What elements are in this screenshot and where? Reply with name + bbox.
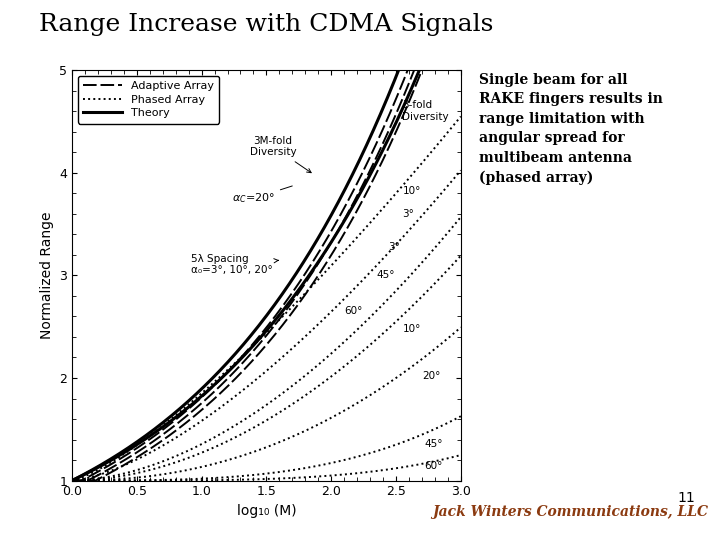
Text: 45°: 45° (377, 271, 395, 280)
Text: 3-fold
Diversity: 3-fold Diversity (402, 100, 449, 122)
X-axis label: log₁₀ (M): log₁₀ (M) (237, 504, 296, 518)
Text: 3M-fold
Diversity: 3M-fold Diversity (250, 136, 311, 173)
Text: $\alpha_C$=20°: $\alpha_C$=20° (232, 186, 292, 205)
Text: 45°: 45° (425, 438, 443, 449)
Text: 60°: 60° (425, 461, 443, 471)
Text: Range Increase with CDMA Signals: Range Increase with CDMA Signals (39, 14, 494, 37)
Text: 20°: 20° (422, 371, 441, 381)
Text: 10°: 10° (402, 324, 421, 334)
Text: 60°: 60° (344, 306, 363, 316)
Legend: Adaptive Array, Phased Array, Theory: Adaptive Array, Phased Array, Theory (78, 76, 220, 124)
Y-axis label: Normalized Range: Normalized Range (40, 212, 53, 339)
Text: 3°: 3° (388, 242, 400, 252)
Text: 10°: 10° (402, 186, 421, 196)
Text: 3°: 3° (402, 209, 414, 219)
Text: Jack Winters Communications, LLC: Jack Winters Communications, LLC (432, 505, 708, 519)
Text: Single beam for all
RAKE fingers results in
range limitation with
angular spread: Single beam for all RAKE fingers results… (479, 73, 662, 185)
Text: 5λ Spacing
α₀=3°, 10°, 20°: 5λ Spacing α₀=3°, 10°, 20° (192, 254, 279, 275)
Text: 11: 11 (677, 491, 695, 505)
